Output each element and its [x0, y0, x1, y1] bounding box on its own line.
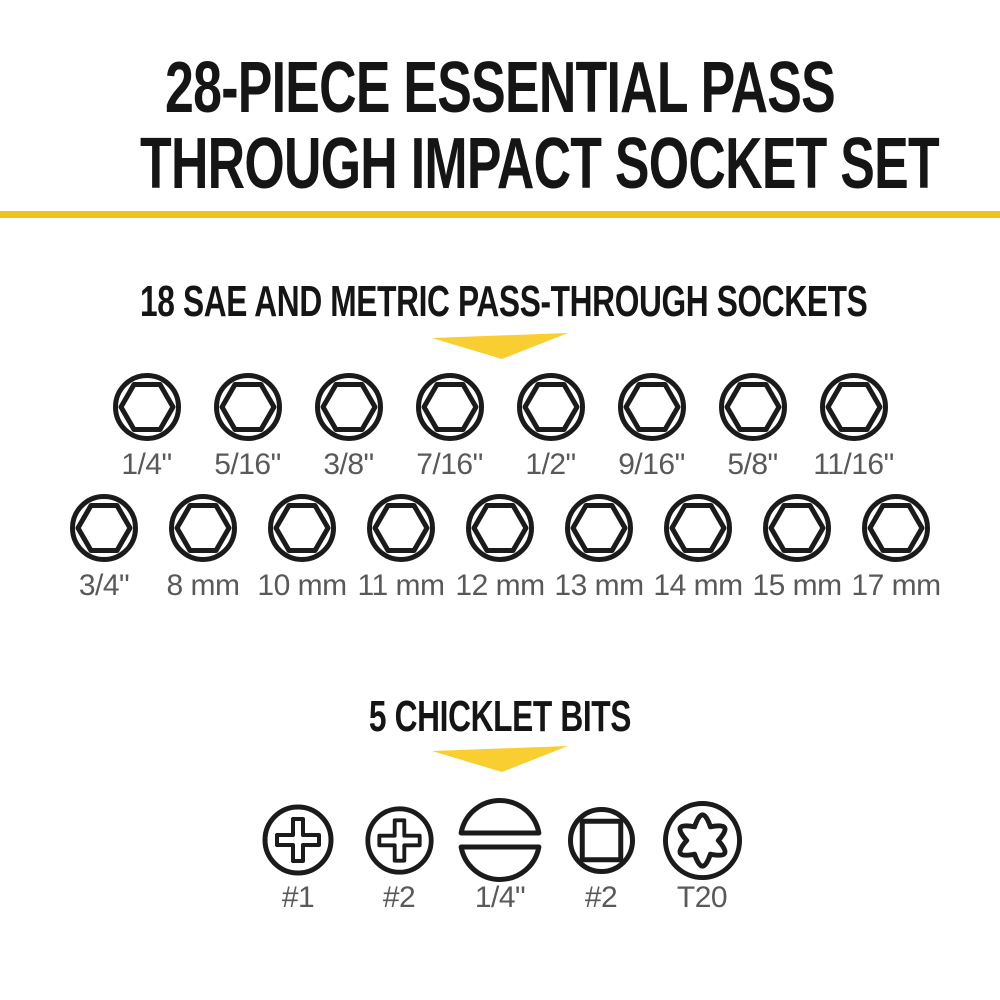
- socket-size-label: 9/16": [618, 448, 685, 481]
- socket-size-label: 7/16": [416, 448, 483, 481]
- socket-item: 3/4": [67, 491, 141, 601]
- hex-socket-icon: [862, 494, 930, 562]
- hex-socket-icon: [314, 373, 383, 441]
- socket-item: 8 mm: [166, 491, 240, 601]
- hex-socket-icon: [516, 373, 585, 441]
- socket-item: 1/2": [514, 370, 588, 480]
- hex-socket-icon: [819, 373, 888, 441]
- socket-size-label: 3/8": [323, 448, 374, 481]
- socket-item: 14 mm: [653, 491, 743, 601]
- socket-size-label: 10 mm: [257, 569, 347, 602]
- socket-size-label: 13 mm: [554, 569, 644, 602]
- bit-item: T20: [660, 798, 744, 913]
- socket-size-label: 5/16": [214, 448, 281, 481]
- down-arrow-icon: [432, 746, 568, 772]
- bit-item: 1/4": [458, 798, 542, 913]
- hex-socket-icon: [565, 494, 633, 562]
- hex-socket-icon: [415, 373, 484, 441]
- bit-item: #2: [559, 798, 643, 913]
- phillips-bit-icon: [357, 798, 441, 882]
- bit-size-label: 1/4": [474, 881, 526, 914]
- title-line-1: 28-PIECE ESSENTIAL PASS: [164, 48, 836, 128]
- socket-item: 11/16": [813, 370, 894, 480]
- hex-socket-icon: [763, 494, 831, 562]
- socket-item: 7/16": [413, 370, 487, 480]
- phillips-bit-icon: [256, 798, 340, 882]
- socket-item: 15 mm: [752, 491, 842, 601]
- socket-size-label: 17 mm: [851, 569, 941, 602]
- bit-item: #1: [256, 798, 340, 913]
- socket-size-label: 14 mm: [653, 569, 743, 602]
- socket-item: 3/8": [312, 370, 386, 480]
- socket-size-label: 5/8": [727, 448, 778, 481]
- socket-item: 5/8": [716, 370, 790, 480]
- socket-item: 11 mm: [358, 491, 445, 601]
- socket-size-label: 1/4": [121, 448, 172, 481]
- sockets-section-heading: 18 SAE AND METRIC PASS-THROUGH SOCKETS: [140, 277, 868, 326]
- socket-item: 10 mm: [257, 491, 347, 601]
- socket-item: 1/4": [110, 370, 184, 480]
- down-arrow-icon: [432, 333, 568, 359]
- hex-socket-icon: [466, 494, 534, 562]
- socket-row-metric: 3/4" 8 mm 10 mm 11 mm 12 mm 13 mm 14 mm: [0, 491, 1000, 601]
- socket-size-label: 11/16": [813, 448, 894, 481]
- hex-socket-icon: [213, 373, 282, 441]
- bit-size-label: T20: [676, 881, 728, 914]
- hex-socket-icon: [268, 494, 336, 562]
- socket-item: 9/16": [615, 370, 689, 480]
- bit-item: #2: [357, 798, 441, 913]
- socket-size-label: 3/4": [78, 569, 130, 602]
- socket-size-label: 12 mm: [455, 569, 545, 602]
- page-title: 28-PIECE ESSENTIAL PASS THROUGH IMPACT S…: [140, 48, 940, 204]
- socket-row-sae: 1/4" 5/16" 3/8" 7/16" 1/2" 9/16" 5/8" 1: [0, 370, 1000, 480]
- socket-size-label: 11 mm: [357, 569, 445, 602]
- hex-socket-icon: [70, 494, 138, 562]
- socket-size-label: 15 mm: [752, 569, 842, 602]
- hex-socket-icon: [169, 494, 237, 562]
- slotted-bit-icon: [458, 798, 542, 882]
- bits-section-heading: 5 CHICKLET BITS: [368, 692, 632, 741]
- bits-row: #1 #2 1/4" #2 T20: [0, 798, 1000, 913]
- hex-socket-icon: [367, 494, 435, 562]
- bit-size-label: #2: [382, 881, 416, 914]
- hex-socket-icon: [617, 373, 686, 441]
- bit-size-label: #1: [281, 881, 315, 914]
- socket-item: 13 mm: [554, 491, 644, 601]
- socket-item: 17 mm: [851, 491, 941, 601]
- torx-bit-icon: [660, 798, 744, 882]
- socket-item: 12 mm: [455, 491, 545, 601]
- socket-size-label: 1/2": [525, 448, 576, 481]
- hex-socket-icon: [718, 373, 787, 441]
- bit-size-label: #2: [584, 881, 618, 914]
- square-bit-icon: [559, 798, 643, 882]
- socket-item: 5/16": [211, 370, 285, 480]
- socket-size-label: 8 mm: [166, 569, 241, 602]
- hex-socket-icon: [112, 373, 181, 441]
- title-line-2: THROUGH IMPACT SOCKET SET: [140, 124, 940, 204]
- hex-socket-icon: [664, 494, 732, 562]
- yellow-divider: [0, 211, 1000, 218]
